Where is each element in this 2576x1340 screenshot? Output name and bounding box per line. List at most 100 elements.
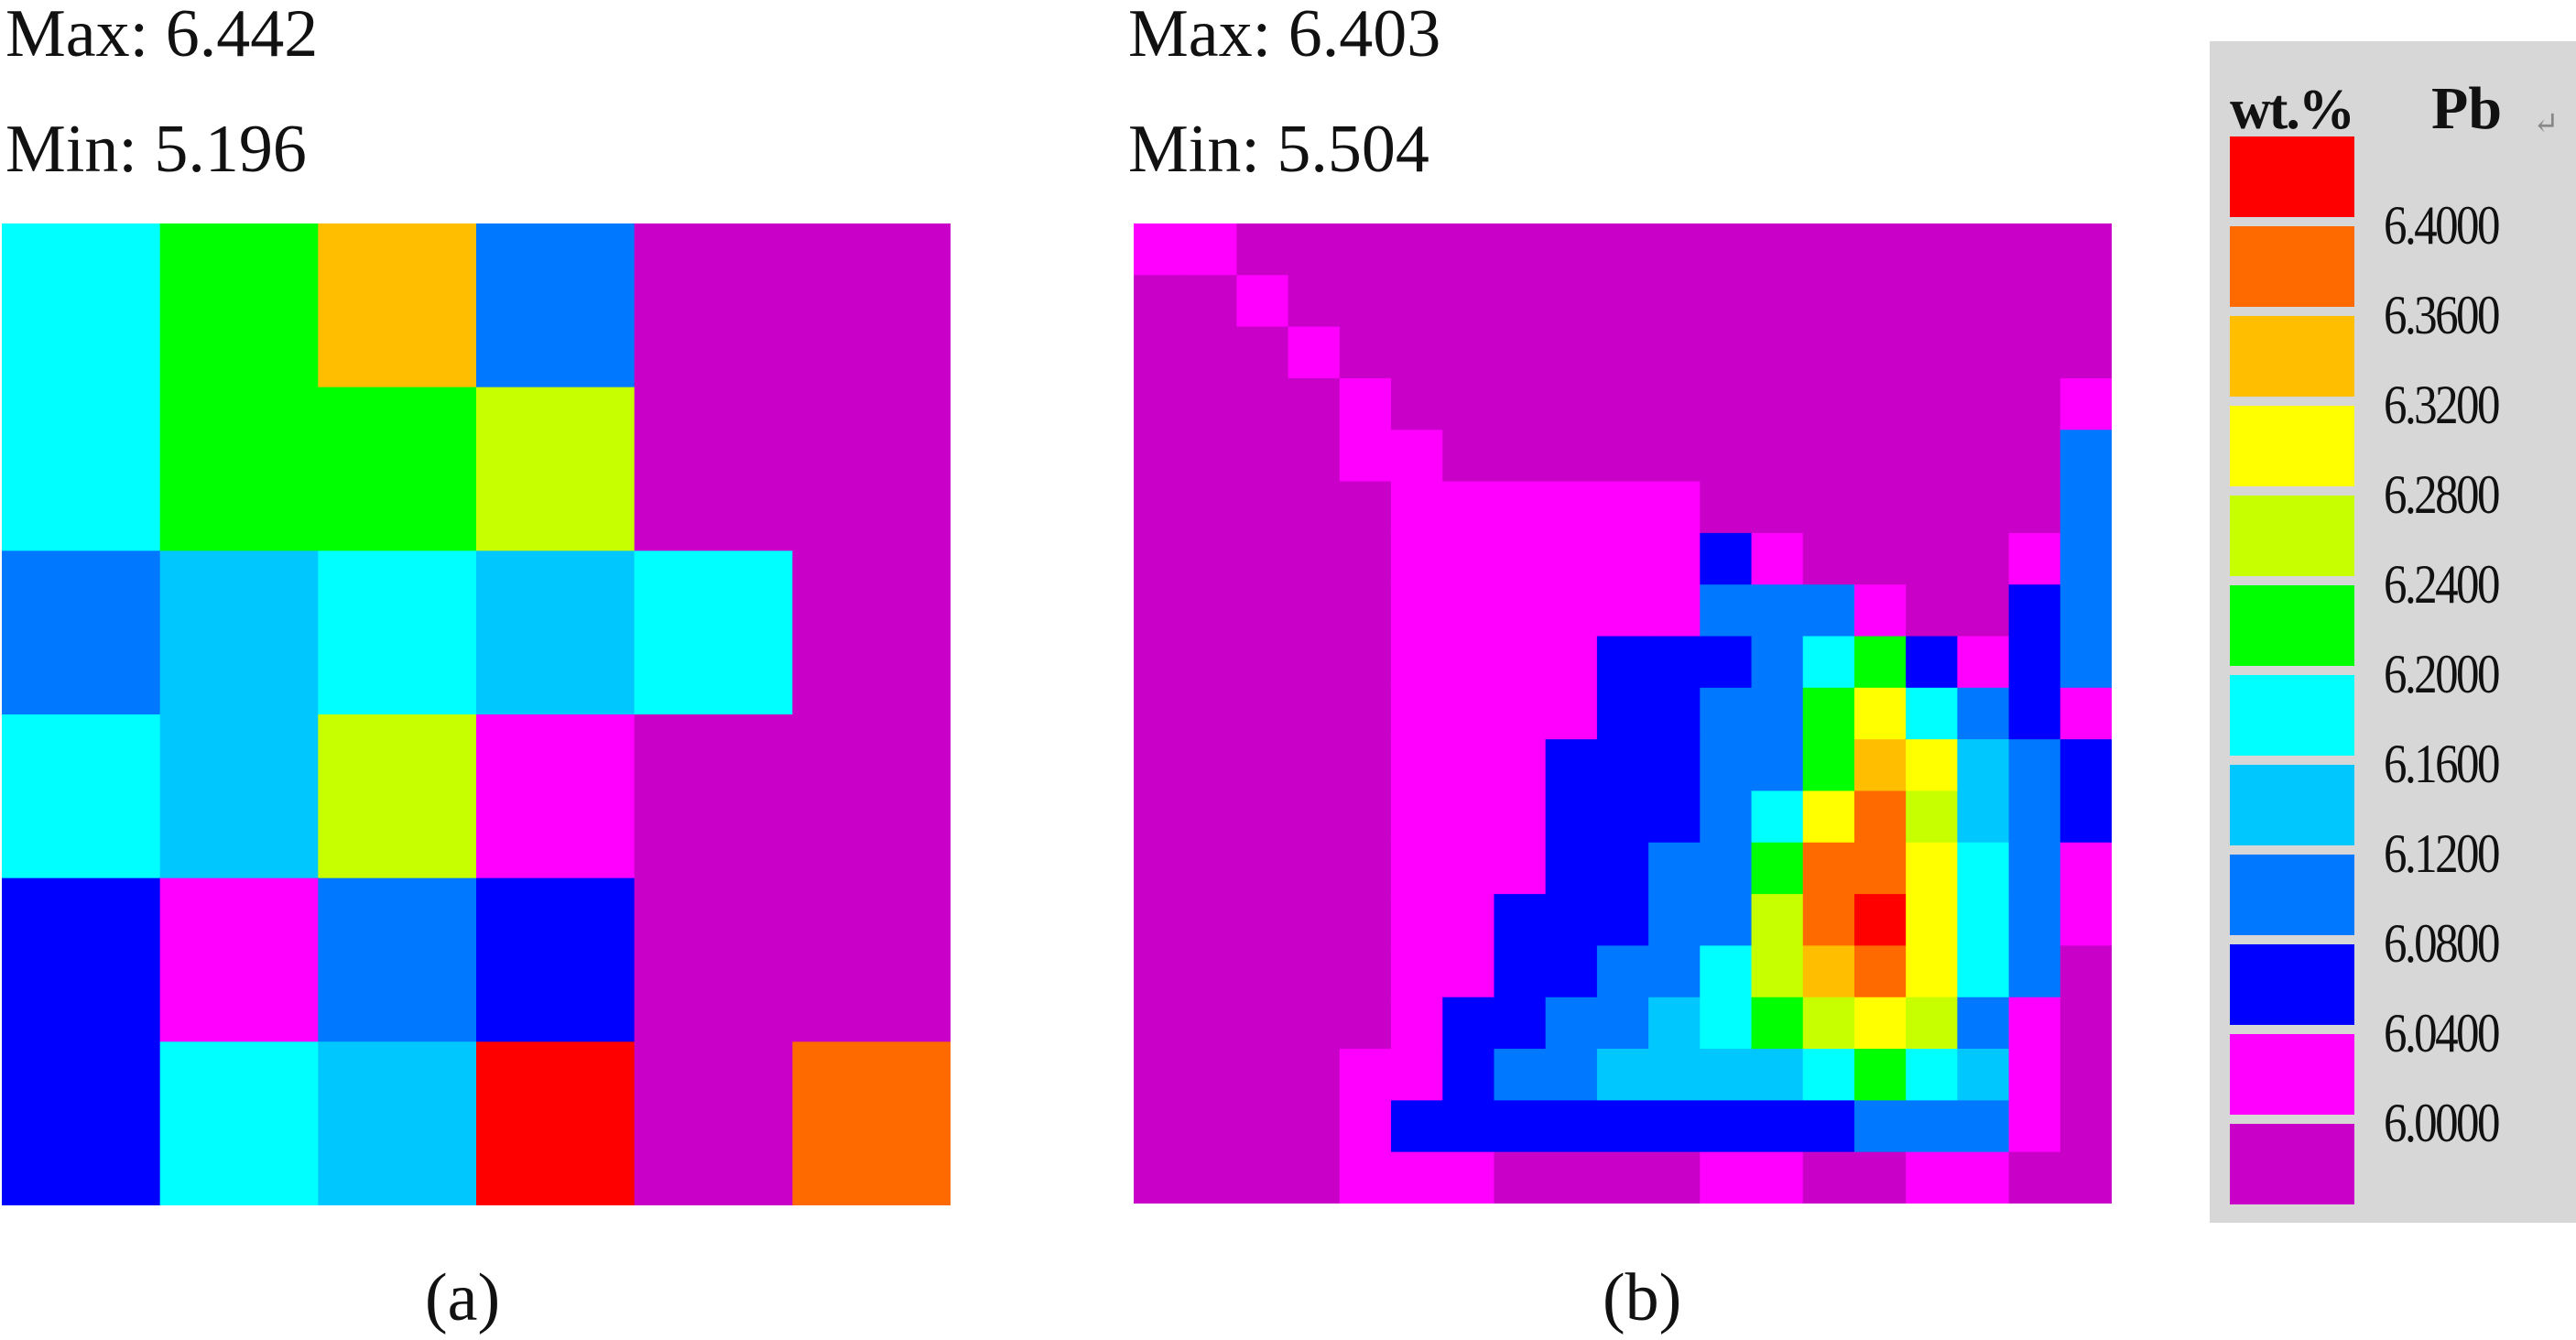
heatmap-b-cell-r10-c15 xyxy=(1906,739,1958,792)
heatmap-b-cell-r5-c16 xyxy=(1957,481,2010,534)
heatmap-b-cell-r15-c0 xyxy=(1134,997,1186,1050)
heatmap-b-cell-r7-c5 xyxy=(1391,584,1443,637)
heatmap-b-cell-r2-c1 xyxy=(1185,326,1238,379)
heatmap-b-cell-r16-c0 xyxy=(1134,1049,1186,1101)
heatmap-b-cell-r15-c3 xyxy=(1288,997,1341,1050)
heatmap-b-cell-r12-c14 xyxy=(1853,842,1907,895)
heatmap-b-cell-r7-c17 xyxy=(2008,584,2061,637)
heatmap-b-cell-r18-c13 xyxy=(1802,1151,1855,1204)
heatmap-b-cell-r6-c13 xyxy=(1802,532,1855,585)
legend-swatch-7 xyxy=(2230,765,2354,845)
heatmap-b-cell-r1-c12 xyxy=(1751,275,1804,328)
heatmap-b-cell-r16-c18 xyxy=(2060,1049,2112,1101)
heatmap-b-cell-r4-c0 xyxy=(1134,430,1186,483)
heatmap-b-cell-r10-c0 xyxy=(1134,739,1186,792)
heatmap-b-cell-r18-c6 xyxy=(1442,1151,1495,1204)
heatmap-b-cell-r8-c13 xyxy=(1802,636,1855,689)
heatmap-b-cell-r13-c3 xyxy=(1288,894,1341,947)
heatmap-b-cell-r9-c0 xyxy=(1134,687,1186,740)
heatmap-b-cell-r5-c5 xyxy=(1391,481,1443,534)
heatmap-b-cell-r1-c3 xyxy=(1288,275,1341,328)
heatmap-b-cell-r14-c7 xyxy=(1494,945,1547,998)
heatmap-b-cell-r16-c5 xyxy=(1391,1049,1443,1101)
legend-unit-label: wt.% xyxy=(2230,79,2355,141)
heatmap-b-cell-r0-c13 xyxy=(1802,223,1855,276)
heatmap-a-cell-r3-c5 xyxy=(792,714,951,879)
heatmap-b-cell-r17-c3 xyxy=(1288,1100,1341,1153)
heatmap-b-cell-r16-c7 xyxy=(1494,1049,1547,1101)
heatmap-b-cell-r14-c9 xyxy=(1596,945,1649,998)
heatmap-a xyxy=(2,223,951,1205)
heatmap-b-cell-r15-c12 xyxy=(1751,997,1804,1050)
heatmap-b-cell-r7-c13 xyxy=(1802,584,1855,637)
heatmap-b-cell-r3-c18 xyxy=(2060,377,2112,430)
heatmap-b-cell-r6-c14 xyxy=(1853,532,1907,585)
heatmap-a-cell-r0-c1 xyxy=(159,223,319,388)
heatmap-b-cell-r7-c6 xyxy=(1442,584,1495,637)
heatmap-b-cell-r17-c6 xyxy=(1442,1100,1495,1153)
heatmap-b-cell-r18-c15 xyxy=(1906,1151,1958,1204)
heatmap-b-cell-r13-c18 xyxy=(2060,894,2112,947)
heatmap-b-cell-r1-c8 xyxy=(1545,275,1598,328)
heatmap-b-cell-r15-c16 xyxy=(1957,997,2010,1050)
heatmap-b-cell-r12-c3 xyxy=(1288,842,1341,895)
heatmap-b-cell-r13-c8 xyxy=(1545,894,1598,947)
heatmap-b-cell-r13-c7 xyxy=(1494,894,1547,947)
heatmap-b-cell-r16-c3 xyxy=(1288,1049,1341,1101)
heatmap-b-cell-r7-c8 xyxy=(1545,584,1598,637)
heatmap-b-cell-r0-c16 xyxy=(1957,223,2010,276)
heatmap-b-cell-r15-c15 xyxy=(1906,997,1958,1050)
heatmap-b-cell-r12-c12 xyxy=(1751,842,1804,895)
heatmap-b-cell-r3-c16 xyxy=(1957,377,2010,430)
heatmap-a-cell-r2-c0 xyxy=(2,550,161,715)
heatmap-a-cell-r0-c2 xyxy=(318,223,477,388)
heatmap-b-cell-r8-c3 xyxy=(1288,636,1341,689)
heatmap-b-cell-r2-c0 xyxy=(1134,326,1186,379)
heatmap-b-cell-r6-c18 xyxy=(2060,532,2112,585)
heatmap-b-cell-r5-c13 xyxy=(1802,481,1855,534)
heatmap-b-cell-r5-c3 xyxy=(1288,481,1341,534)
heatmap-b-cell-r10-c7 xyxy=(1494,739,1547,792)
heatmap-b-cell-r10-c13 xyxy=(1802,739,1855,792)
heatmap-b-cell-r13-c4 xyxy=(1339,894,1392,947)
legend-swatch-9 xyxy=(2230,944,2354,1025)
heatmap-b-cell-r0-c14 xyxy=(1853,223,1907,276)
legend-tick-label: 6.3600 xyxy=(2384,285,2500,345)
heatmap-b-cell-r18-c2 xyxy=(1236,1151,1289,1204)
legend-swatch-4 xyxy=(2230,496,2354,576)
heatmap-b-cell-r8-c14 xyxy=(1853,636,1907,689)
heatmap-b-cell-r7-c3 xyxy=(1288,584,1341,637)
heatmap-b-cell-r18-c18 xyxy=(2060,1151,2112,1204)
heatmap-b-cell-r14-c8 xyxy=(1545,945,1598,998)
heatmap-b-cell-r8-c11 xyxy=(1700,636,1753,689)
heatmap-a-cell-r4-c2 xyxy=(318,877,477,1042)
heatmap-b-cell-r17-c1 xyxy=(1185,1100,1238,1153)
heatmap-b-cell-r16-c15 xyxy=(1906,1049,1958,1101)
heatmap-b-cell-r4-c12 xyxy=(1751,430,1804,483)
legend-tick-label: 6.2400 xyxy=(2384,554,2500,615)
heatmap-b-cell-r13-c2 xyxy=(1236,894,1289,947)
heatmap-b-cell-r3-c12 xyxy=(1751,377,1804,430)
heatmap-a-cell-r1-c2 xyxy=(318,387,477,551)
heatmap-a-cell-r4-c3 xyxy=(476,877,636,1042)
heatmap-b-cell-r9-c4 xyxy=(1339,687,1392,740)
heatmap-b-cell-r16-c17 xyxy=(2008,1049,2061,1101)
heatmap-b-cell-r9-c10 xyxy=(1648,687,1701,740)
heatmap-b-cell-r18-c8 xyxy=(1545,1151,1598,1204)
heatmap-b-cell-r14-c15 xyxy=(1906,945,1958,998)
heatmap-b-cell-r13-c6 xyxy=(1442,894,1495,947)
heatmap-b-cell-r14-c6 xyxy=(1442,945,1495,998)
heatmap-b-cell-r11-c3 xyxy=(1288,790,1341,844)
heatmap-b-cell-r16-c16 xyxy=(1957,1049,2010,1101)
heatmap-b-cell-r4-c6 xyxy=(1442,430,1495,483)
heatmap-b-cell-r13-c11 xyxy=(1700,894,1753,947)
heatmap-b-cell-r2-c17 xyxy=(2008,326,2061,379)
heatmap-b-cell-r8-c15 xyxy=(1906,636,1958,689)
heatmap-b-cell-r11-c15 xyxy=(1906,790,1958,844)
heatmap-b-cell-r14-c5 xyxy=(1391,945,1443,998)
heatmap-b-cell-r6-c17 xyxy=(2008,532,2061,585)
heatmap-b-cell-r11-c16 xyxy=(1957,790,2010,844)
heatmap-b-cell-r9-c1 xyxy=(1185,687,1238,740)
heatmap-b-cell-r10-c16 xyxy=(1957,739,2010,792)
heatmap-b-cell-r0-c3 xyxy=(1288,223,1341,276)
